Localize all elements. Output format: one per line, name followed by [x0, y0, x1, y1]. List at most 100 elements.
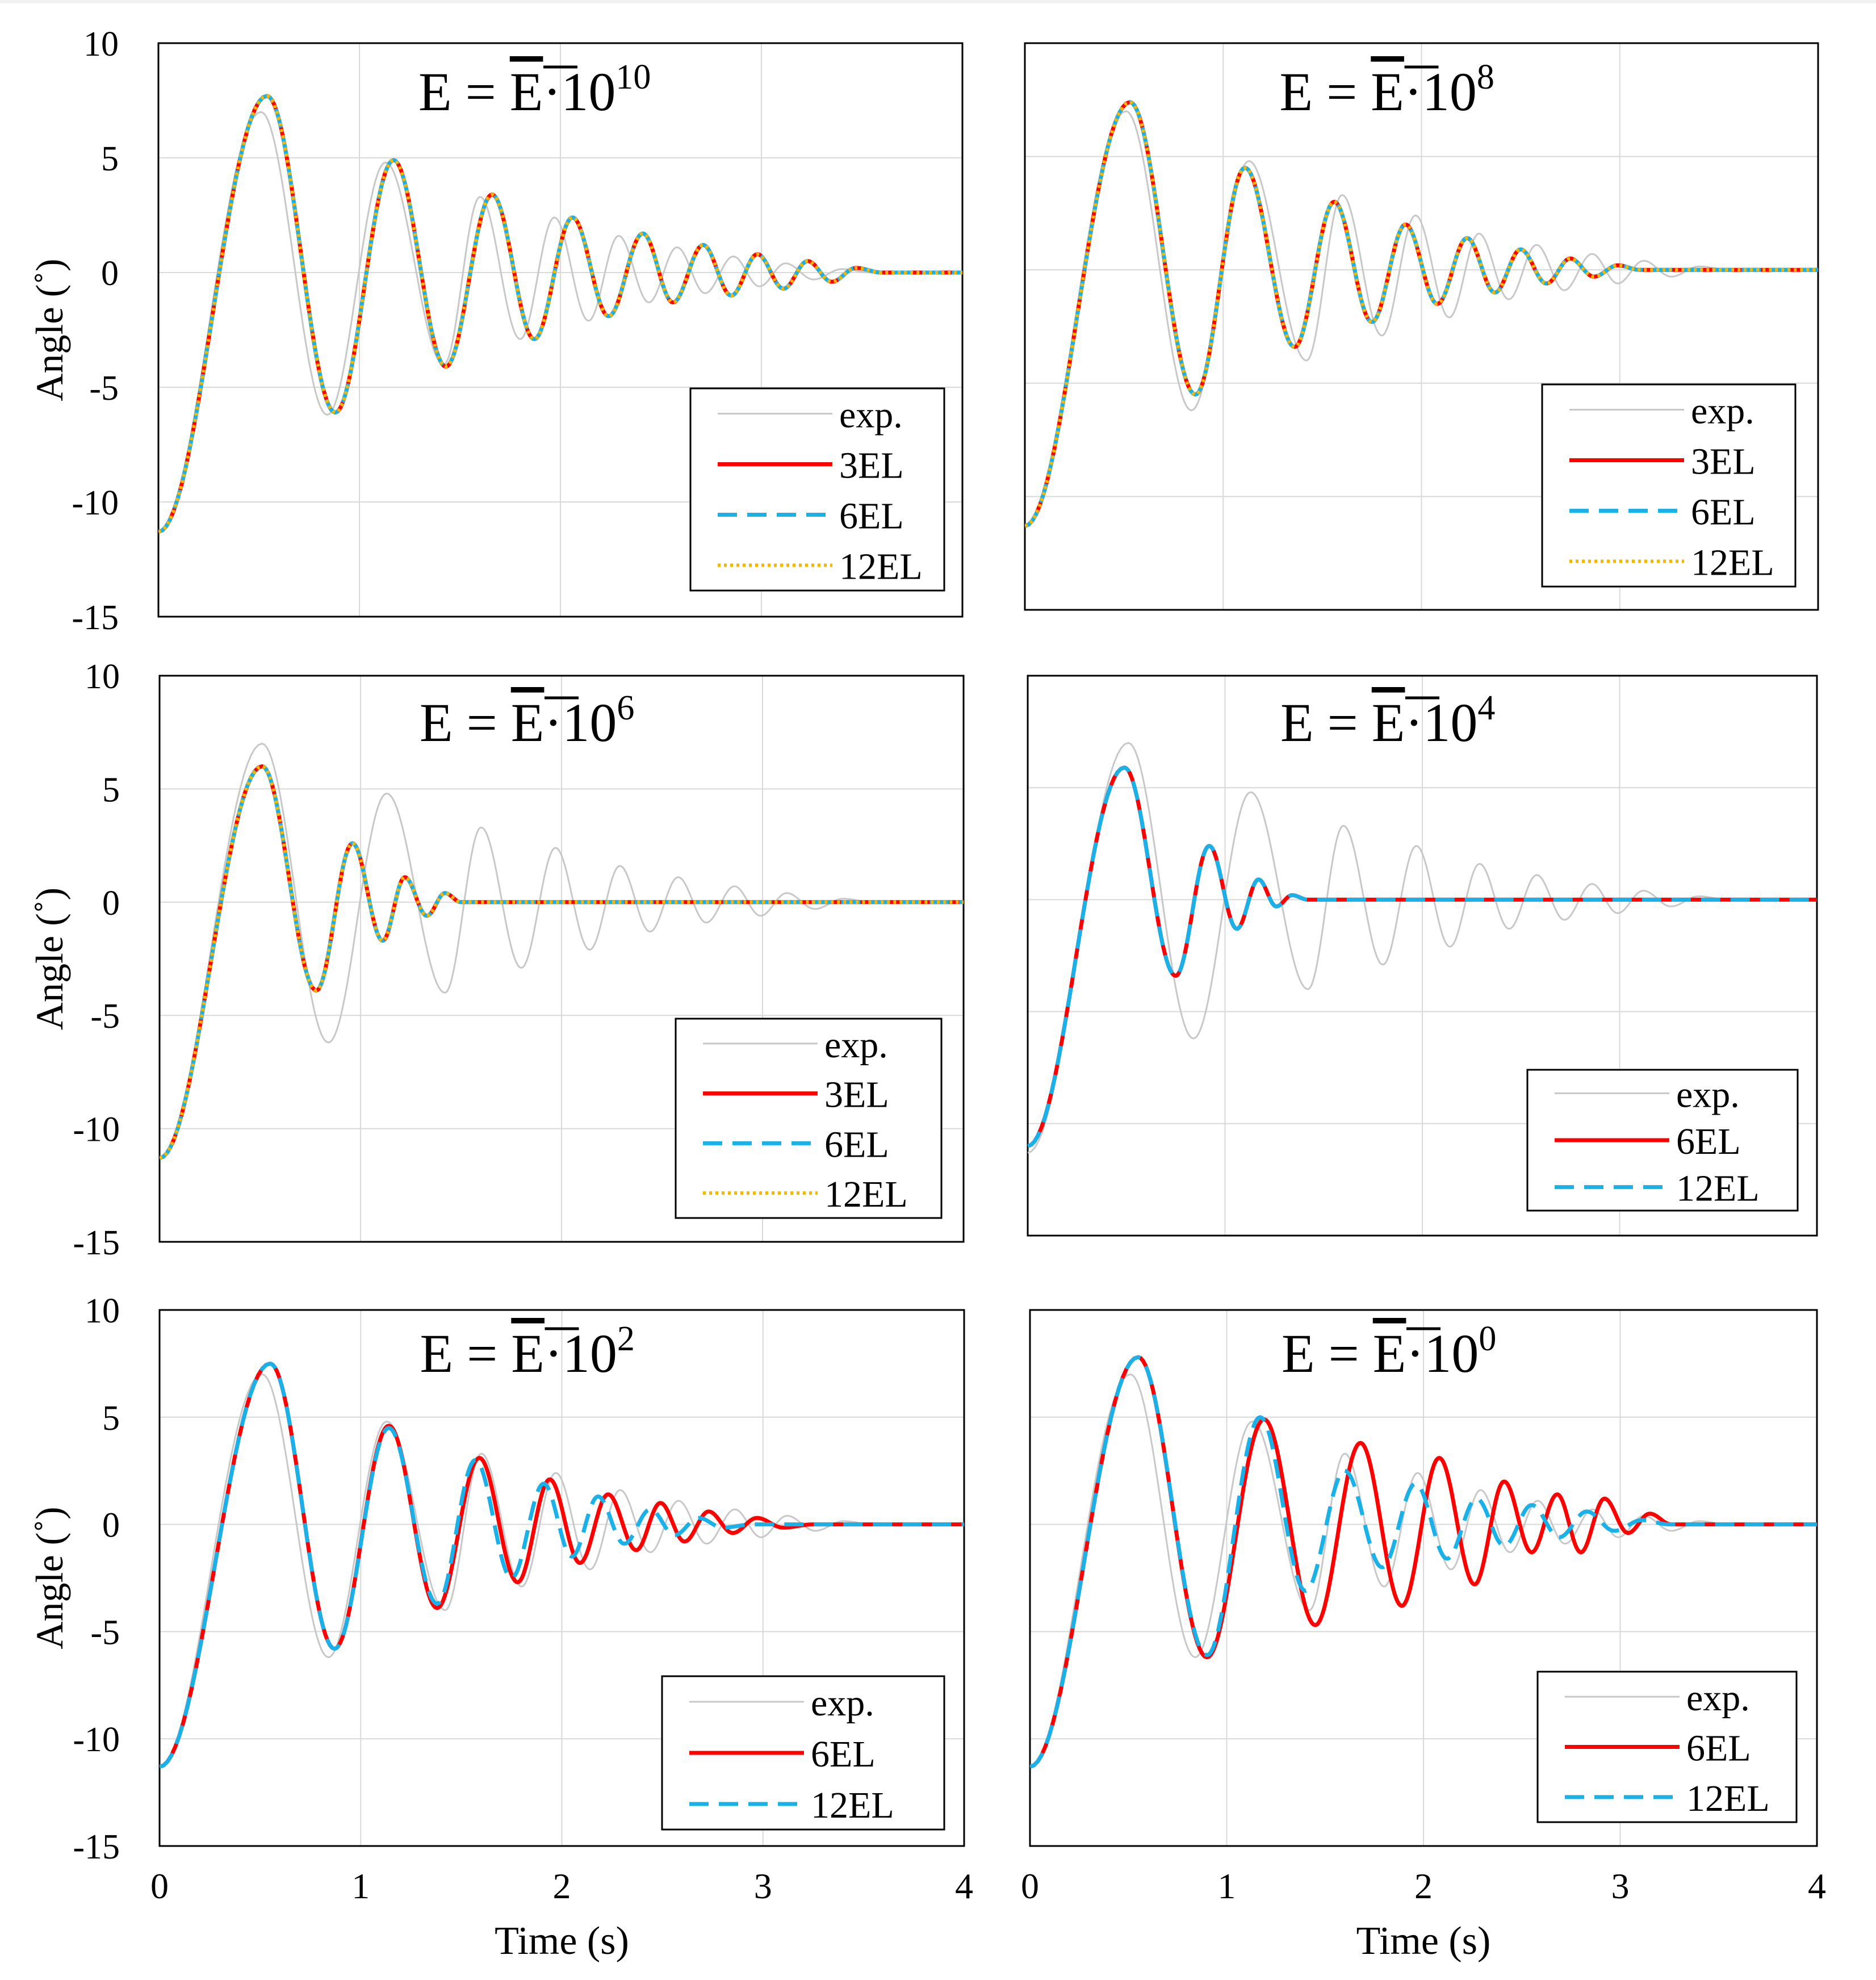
y-tick-label: -5: [90, 1613, 120, 1652]
legend-label: 12EL: [824, 1174, 908, 1215]
series-line-exp: [1025, 110, 1818, 527]
y-tick-label: -15: [73, 1828, 120, 1866]
x-tick-label: 1: [1218, 1866, 1236, 1906]
y-tick-label: 5: [102, 771, 120, 809]
svg-text:E = E·100: E = E·100: [1282, 1320, 1496, 1384]
legend-label: exp.: [824, 1024, 888, 1066]
y-tick-label: 10: [85, 1292, 120, 1330]
legend-label: 6EL: [1686, 1728, 1751, 1769]
svg-text:E = E·104: E = E·104: [1280, 689, 1495, 753]
y-tick-label: 5: [101, 140, 119, 178]
plot-frame: [158, 1309, 965, 1847]
x-tick-label: 4: [1808, 1866, 1826, 1906]
y-tick-label: 0: [102, 1506, 120, 1545]
legend-label: 6EL: [1676, 1121, 1741, 1162]
y-axis-label: Angle (˚): [28, 1506, 71, 1649]
series-line-exp: [160, 1373, 964, 1768]
series-line-6el: [1030, 1355, 1817, 1769]
legend-label: 12EL: [839, 546, 923, 588]
legend: exp. 6EL 12EL: [1526, 1069, 1799, 1212]
svg-text:E = E·1010: E = E·1010: [418, 58, 651, 122]
x-axis-label: Time (s): [495, 1919, 629, 1963]
y-tick-label: 10: [83, 25, 119, 64]
legend-label: 12EL: [1676, 1168, 1760, 1209]
legend-label: 6EL: [811, 1734, 876, 1775]
svg-text:E = E·102: E = E·102: [420, 1320, 635, 1384]
series-line-exp: [158, 111, 962, 533]
legend-label: 3EL: [839, 445, 904, 487]
panel-title: E = E·100: [1282, 1320, 1496, 1384]
legend: exp. 3EL 6EL 12EL: [1541, 383, 1797, 588]
panel-middle-right: E = E·104 exp. 6EL 12EL: [1027, 675, 1818, 1237]
legend: exp. 6EL 12EL: [661, 1675, 945, 1831]
panel-top-left: 10 5 0 -5 -10 -15 Angle (˚) E = E·1010 exp. 3EL 6E…: [28, 25, 964, 637]
y-axis-label: Angle (˚): [28, 888, 71, 1030]
legend-label: 3EL: [1691, 441, 1756, 483]
legend-box: [1541, 383, 1797, 588]
y-tick-label: -15: [73, 1224, 120, 1262]
y-tick-label: -10: [73, 1721, 120, 1759]
x-tick-label: 0: [150, 1866, 169, 1906]
legend-label: exp.: [839, 395, 903, 436]
legend-label: 12EL: [1686, 1778, 1770, 1819]
series-line-6el: [160, 764, 964, 1160]
x-tick-label: 0: [1021, 1866, 1039, 1906]
plot-frame: [1029, 1309, 1818, 1847]
panel-top-right: E = E·108 exp. 3EL 6EL 12EL: [1024, 42, 1819, 611]
series-line-12el: [1030, 1355, 1817, 1769]
y-tick-label: 5: [102, 1399, 120, 1438]
legend-label: 3EL: [824, 1074, 889, 1116]
y-tick-label: -5: [90, 997, 120, 1036]
legend-label: 6EL: [1691, 492, 1756, 533]
y-tick-label: -10: [72, 484, 119, 522]
y-tick-label: 0: [102, 884, 120, 923]
panel-title: E = E·102: [420, 1320, 635, 1384]
y-axis-label: Angle (˚): [28, 258, 71, 401]
series-line-12el: [160, 1361, 964, 1769]
legend: exp. 6EL 12EL: [1536, 1671, 1798, 1823]
svg-text:E = E·108: E = E·108: [1280, 58, 1494, 122]
x-tick-label: 2: [1414, 1866, 1433, 1906]
x-axis-label: Time (s): [1356, 1919, 1491, 1963]
svg-text:E = E·106: E = E·106: [420, 689, 634, 753]
x-tick-label: 1: [351, 1866, 370, 1906]
top-rule: [0, 0, 1876, 3]
panel-title: E = E·108: [1280, 58, 1494, 122]
series-line-6el: [158, 94, 962, 534]
panel-middle-left: 10 5 0 -5 -10 -15 Angle (˚) E = E·106 exp. 3EL 6EL…: [28, 658, 965, 1262]
legend: exp. 3EL 6EL 12EL: [675, 1018, 943, 1219]
series-line-exp: [1028, 742, 1817, 1154]
legend-label: 6EL: [839, 496, 904, 537]
y-tick-label: 10: [85, 658, 120, 696]
y-tick-label: 0: [101, 254, 119, 293]
x-tick-label: 2: [553, 1866, 571, 1906]
panel-bottom-left: 10 5 0 -5 -10 -15 Angle (˚) 0 1 2 3 4 Time (s) E = E·…: [28, 1292, 973, 1963]
plot-frame: [1027, 675, 1818, 1237]
y-tick-label: -5: [89, 369, 119, 408]
legend-label: 6EL: [824, 1124, 889, 1165]
y-tick-label: -10: [73, 1111, 120, 1149]
plot-frame: [1024, 42, 1819, 611]
legend-box: [689, 387, 945, 592]
legend-label: exp.: [1686, 1677, 1750, 1719]
legend-label: exp.: [1691, 391, 1754, 432]
series-line-12el: [1025, 100, 1818, 528]
y-tick-label: -15: [72, 598, 119, 637]
series-line-exp: [160, 743, 964, 1159]
panel-title: E = E·106: [420, 689, 634, 753]
series-line-12el: [1028, 765, 1817, 1148]
panel-bottom-right: 0 1 2 3 4 Time (s) E = E·100 exp. 6EL 12EL: [1021, 1309, 1826, 1963]
panel-title: E = E·1010: [418, 58, 651, 122]
plot-frame: [158, 675, 965, 1243]
legend-label: 12EL: [811, 1785, 894, 1826]
x-tick-label: 4: [955, 1866, 973, 1906]
legend-box: [675, 1018, 943, 1219]
plot-frame: [157, 42, 964, 618]
legend-label: exp.: [1676, 1074, 1740, 1115]
panel-title: E = E·104: [1280, 689, 1495, 753]
x-tick-label: 3: [1611, 1866, 1630, 1906]
legend: exp. 3EL 6EL 12EL: [689, 387, 945, 592]
x-tick-label: 3: [754, 1866, 772, 1906]
series-line-6el: [160, 1361, 964, 1769]
